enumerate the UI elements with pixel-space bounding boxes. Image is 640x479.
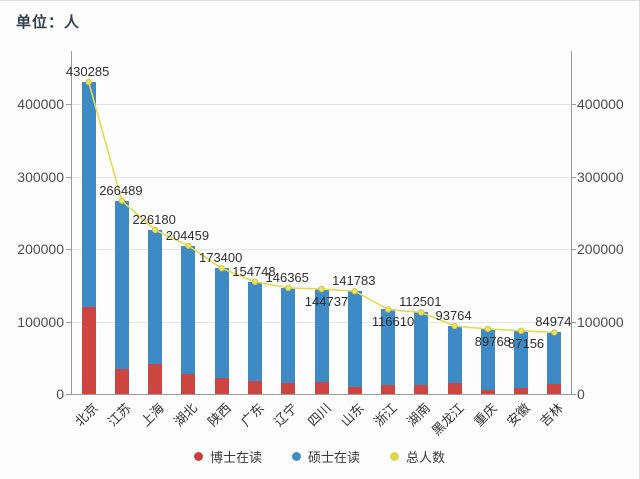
line-marker [85,78,92,86]
y-axis-label-left: 200000 [17,241,64,257]
axis-tick [66,394,71,395]
y-axis-label-left: 0 [56,386,64,402]
bar-value-label: 93764 [435,308,472,324]
total-line [85,78,558,336]
legend-label: 硕士在读 [307,450,360,465]
legend: 博士在读 硕士在读 总人数 [0,447,639,466]
bar-masters-重庆 [480,328,495,390]
axis-tick [571,104,576,105]
bar-value-label: 430285 [65,64,110,80]
plot-area [71,51,572,395]
bar-phd-上海 [148,363,163,394]
y-axis-label-right: 200000 [577,241,624,257]
bar-value-label: 154748 [232,263,276,279]
bar-value-label: 266489 [99,182,143,198]
bar-phd-江苏 [114,368,129,394]
axis-tick [66,104,71,105]
bar-masters-北京 [81,82,96,307]
y-axis-label-right: 100000 [577,313,624,330]
y-axis-label-right: 300000 [577,168,624,185]
gridline [72,104,571,105]
bar-value-label: 173400 [198,250,243,266]
bar-value-label: 144737 [304,294,349,310]
gridline [72,249,571,250]
line-marker [185,242,192,249]
line-marker [551,329,558,336]
bar-phd-湖北 [181,374,196,394]
line-marker [318,285,325,293]
bar-masters-四川 [314,289,329,383]
line-marker [251,278,259,286]
line-marker [285,284,292,292]
y-axis-label-left: 400000 [17,96,64,112]
legend-item-博士在读: 博士在读 [193,447,262,466]
y-axis-label-left: 100000 [17,313,64,330]
y-axis-label-right: 0 [577,386,585,402]
bar-masters-江苏 [114,200,129,369]
line-marker [218,265,225,272]
bar-phd-山东 [347,387,362,394]
bar-value-label: 84974 [535,314,572,330]
line-marker [451,322,458,330]
bar-masters-湖南 [414,312,429,385]
line-marker [151,226,159,234]
bar-phd-重庆 [480,389,495,394]
line-marker [351,288,358,295]
unit-label: 单位：人 [16,14,81,31]
bar-phd-湖南 [414,384,429,394]
bar-value-label: 226180 [132,212,176,228]
axis-tick [571,394,576,395]
bar-masters-广东 [247,281,262,381]
bar-masters-浙江 [381,309,396,386]
legend-dot-icon [390,452,399,461]
line-marker [118,197,126,204]
bar-value-label: 146365 [265,269,309,285]
bar-phd-四川 [314,382,329,394]
bar-masters-湖北 [181,245,196,375]
bar-value-label: 87156 [508,335,545,351]
legend-dot-icon [193,452,203,461]
line-marker [384,306,392,313]
bar-value-label: 141783 [332,273,376,289]
axis-tick [571,176,576,178]
bar-masters-安徽 [514,330,529,389]
axis-tick [66,176,71,178]
axis-tick [571,249,576,250]
axis-tick [571,321,576,323]
axis-tick [66,249,71,250]
legend-item-硕士在读: 硕士在读 [291,447,360,466]
bar-masters-黑龙江 [447,326,462,384]
bar-phd-陕西 [214,378,229,394]
bar-phd-广东 [247,380,262,394]
legend-label: 总人数 [406,450,446,465]
bar-masters-吉林 [547,332,562,384]
legend-label: 博士在读 [209,450,262,465]
bar-masters-辽宁 [281,287,296,384]
axis-tick [66,321,71,323]
bar-phd-辽宁 [281,383,296,394]
bar-phd-北京 [81,307,96,394]
bar-masters-上海 [148,230,163,364]
bar-value-label: 112501 [399,294,442,310]
y-axis-label-left: 300000 [17,168,64,185]
bar-phd-吉林 [547,383,562,394]
bar-phd-浙江 [381,385,396,394]
gridline [72,176,571,178]
bar-phd-安徽 [514,388,529,394]
legend-item-总人数: 总人数 [390,447,445,466]
bar-masters-山东 [347,291,362,388]
bar-phd-黑龙江 [447,383,462,394]
line-marker [484,325,492,333]
bar-value-label: 204459 [165,227,210,243]
line-marker [517,327,525,335]
bar-value-label: 89768 [474,333,511,349]
line-marker [418,309,425,316]
legend-dot-icon [291,452,301,461]
y-axis-label-right: 400000 [577,96,624,112]
bar-value-label: 116610 [371,314,415,330]
bar-masters-陕西 [214,268,229,379]
